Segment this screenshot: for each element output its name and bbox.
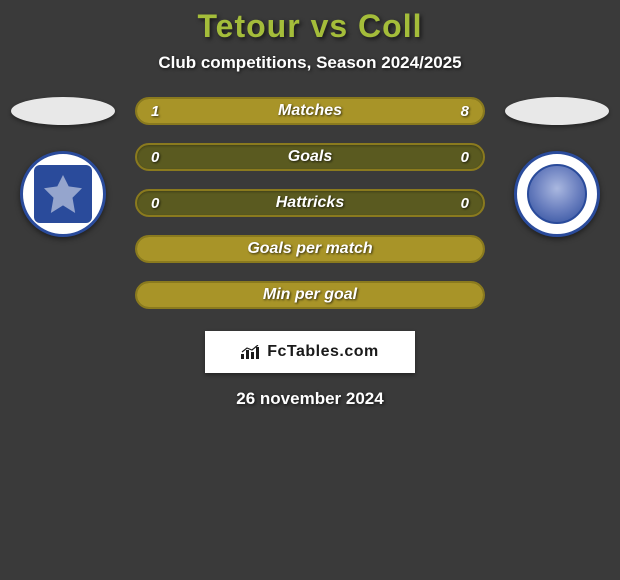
source-logo-box[interactable]: FcTables.com (205, 331, 415, 373)
left-player-col (9, 97, 117, 237)
stat-label: Hattricks (137, 194, 483, 212)
source-logo-text: FcTables.com (267, 343, 379, 361)
stat-label: Goals (137, 148, 483, 166)
chart-icon (241, 345, 261, 359)
badge-icon (34, 165, 92, 223)
stat-right-value: 8 (461, 103, 469, 120)
date-text: 26 november 2024 (0, 389, 620, 409)
badge-icon (527, 164, 587, 224)
main-row: 1 Matches 8 0 Goals 0 0 Hattricks 0 Goal… (0, 97, 620, 309)
stat-bar-hattricks: 0 Hattricks 0 (135, 189, 485, 217)
stat-bar-goals: 0 Goals 0 (135, 143, 485, 171)
left-club-badge[interactable] (20, 151, 106, 237)
stat-bar-goals-per-match: Goals per match (135, 235, 485, 263)
stat-right-value: 0 (461, 149, 469, 166)
stat-bar-matches: 1 Matches 8 (135, 97, 485, 125)
page-title: Tetour vs Coll (0, 8, 620, 45)
stat-bar-min-per-goal: Min per goal (135, 281, 485, 309)
stats-bars: 1 Matches 8 0 Goals 0 0 Hattricks 0 Goal… (135, 97, 485, 309)
stat-label: Min per goal (137, 286, 483, 304)
right-club-badge[interactable] (514, 151, 600, 237)
stat-label: Matches (137, 102, 483, 120)
stat-right-value: 0 (461, 195, 469, 212)
comparison-card: Tetour vs Coll Club competitions, Season… (0, 0, 620, 409)
subtitle: Club competitions, Season 2024/2025 (0, 53, 620, 73)
stat-label: Goals per match (137, 240, 483, 258)
left-ellipse (11, 97, 115, 125)
right-ellipse (505, 97, 609, 125)
right-player-col (503, 97, 611, 237)
